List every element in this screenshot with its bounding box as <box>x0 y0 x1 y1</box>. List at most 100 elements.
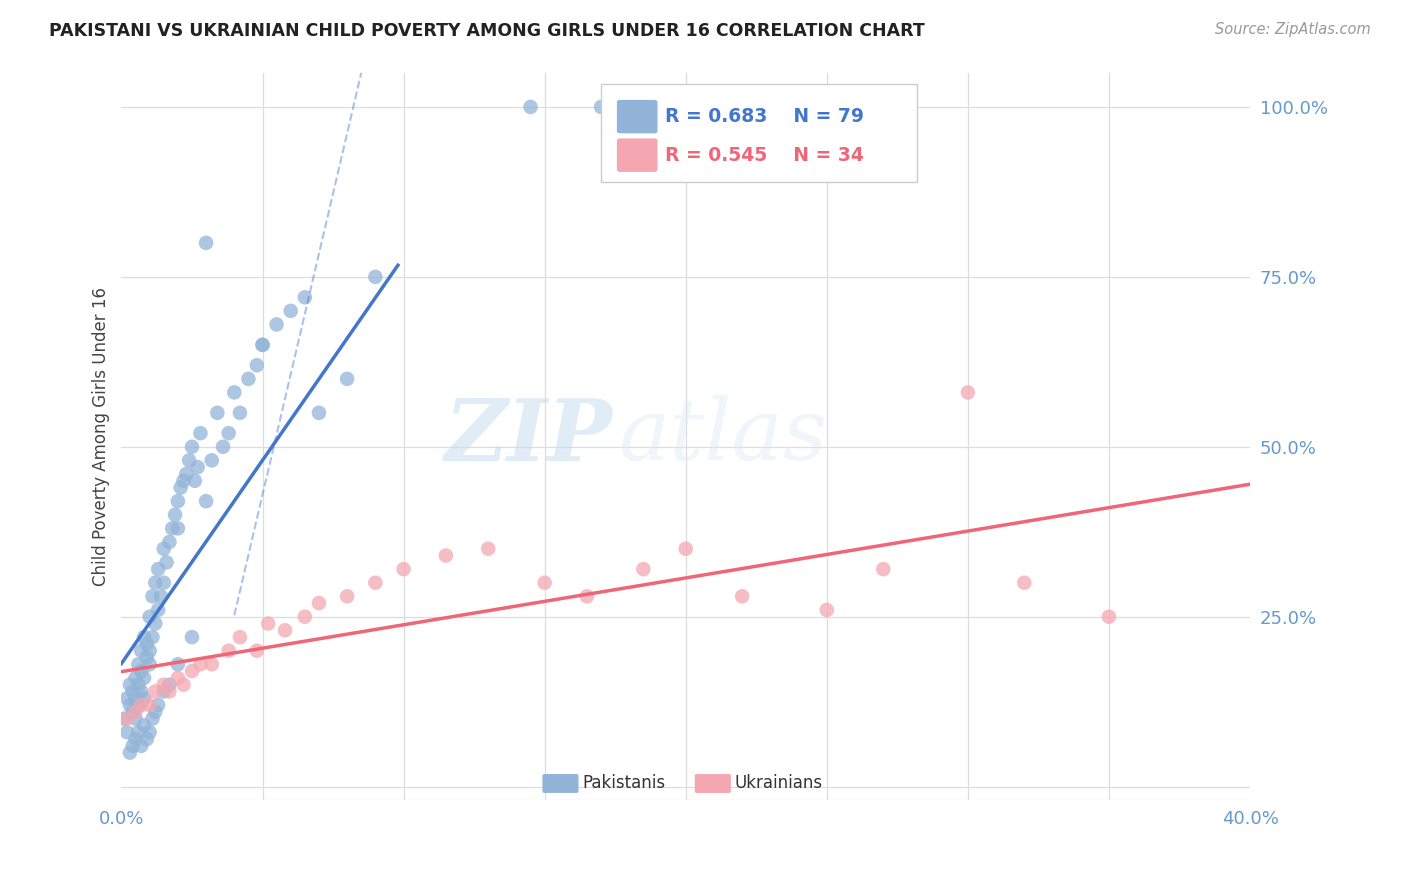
Point <box>201 453 224 467</box>
Point <box>132 691 155 706</box>
FancyBboxPatch shape <box>695 774 731 793</box>
Point <box>167 521 190 535</box>
Point <box>152 575 174 590</box>
Point <box>129 684 152 698</box>
Point <box>1098 609 1121 624</box>
Point <box>129 698 152 712</box>
FancyBboxPatch shape <box>543 774 578 793</box>
Point <box>229 406 252 420</box>
Point <box>246 358 269 372</box>
Point <box>141 712 163 726</box>
Point <box>138 609 160 624</box>
Point <box>815 603 838 617</box>
Point <box>336 590 359 604</box>
Point <box>160 521 183 535</box>
Point <box>229 630 252 644</box>
Point <box>129 739 152 753</box>
Point <box>132 718 155 732</box>
Point <box>121 684 143 698</box>
Point <box>157 684 180 698</box>
Point <box>143 705 166 719</box>
Point <box>143 575 166 590</box>
Text: Ukrainians: Ukrainians <box>734 774 823 792</box>
Point <box>152 678 174 692</box>
Point <box>252 338 274 352</box>
Point <box>135 732 157 747</box>
FancyBboxPatch shape <box>602 84 917 182</box>
Point <box>146 603 169 617</box>
Point <box>266 318 288 332</box>
Text: ZIP: ZIP <box>444 395 613 478</box>
Point <box>115 712 138 726</box>
Point <box>176 467 198 481</box>
Point <box>152 541 174 556</box>
Point <box>112 712 135 726</box>
Point <box>575 590 598 604</box>
Point <box>127 698 149 712</box>
FancyBboxPatch shape <box>617 138 658 172</box>
Point <box>146 698 169 712</box>
Point <box>127 725 149 739</box>
Point <box>132 671 155 685</box>
Point <box>121 739 143 753</box>
Point <box>127 678 149 692</box>
Point <box>141 590 163 604</box>
Point <box>181 664 204 678</box>
Point <box>956 385 979 400</box>
Text: PAKISTANI VS UKRAINIAN CHILD POVERTY AMONG GIRLS UNDER 16 CORRELATION CHART: PAKISTANI VS UKRAINIAN CHILD POVERTY AMO… <box>49 22 925 40</box>
Point <box>124 732 146 747</box>
Point <box>124 691 146 706</box>
Point <box>190 426 212 441</box>
Point <box>224 385 246 400</box>
Point <box>167 494 190 508</box>
Point <box>731 590 754 604</box>
Point <box>519 100 541 114</box>
Point <box>195 235 218 250</box>
Point <box>127 657 149 672</box>
Point <box>280 303 302 318</box>
Point <box>118 746 141 760</box>
Point <box>141 630 163 644</box>
Point <box>238 372 260 386</box>
Point <box>173 474 195 488</box>
Point <box>157 535 180 549</box>
Text: Source: ZipAtlas.com: Source: ZipAtlas.com <box>1215 22 1371 37</box>
Text: atlas: atlas <box>619 395 827 478</box>
Point <box>118 678 141 692</box>
Point <box>138 643 160 657</box>
Text: R = 0.683    N = 79: R = 0.683 N = 79 <box>665 107 865 126</box>
Point <box>246 643 269 657</box>
Text: Pakistanis: Pakistanis <box>582 774 665 792</box>
Point <box>124 705 146 719</box>
Point <box>218 643 240 657</box>
Point <box>143 616 166 631</box>
Point <box>661 100 683 114</box>
Point <box>149 590 172 604</box>
Point <box>364 575 387 590</box>
Point <box>165 508 187 522</box>
Point <box>167 657 190 672</box>
Point <box>364 269 387 284</box>
Point <box>274 624 297 638</box>
Point <box>477 541 499 556</box>
Point <box>207 406 229 420</box>
Point <box>212 440 235 454</box>
Point <box>392 562 415 576</box>
Point <box>308 596 330 610</box>
Point <box>138 657 160 672</box>
Point <box>138 698 160 712</box>
Point <box>155 555 177 569</box>
Point <box>201 657 224 672</box>
Point <box>181 440 204 454</box>
Point <box>179 453 201 467</box>
Point <box>124 712 146 726</box>
FancyBboxPatch shape <box>617 100 658 133</box>
Point <box>157 678 180 692</box>
Point <box>294 609 316 624</box>
Point <box>633 562 655 576</box>
Point <box>181 630 204 644</box>
Point <box>124 671 146 685</box>
Point <box>218 426 240 441</box>
Point <box>308 406 330 420</box>
Point <box>675 541 697 556</box>
